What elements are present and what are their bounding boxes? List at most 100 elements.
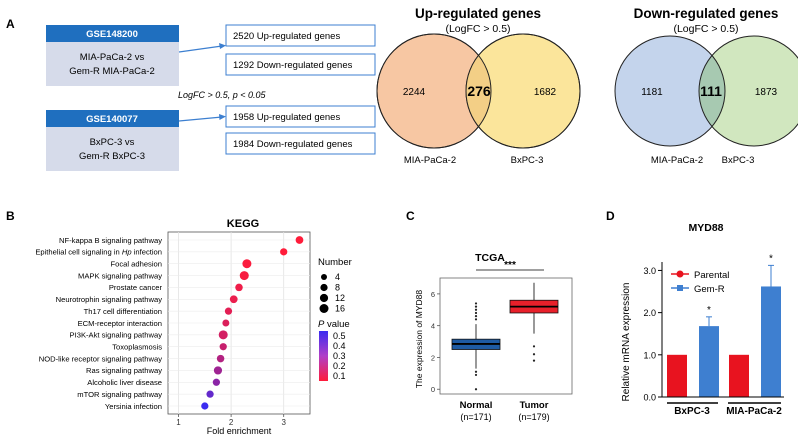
venn-up-right-count: 1682 (534, 87, 557, 98)
kegg-color-bar (319, 331, 328, 381)
venn-down-left-count: 1181 (641, 87, 663, 98)
myd88-legend-gemr-marker (677, 285, 683, 291)
kegg-size-legend-label: 4 (335, 272, 340, 282)
tcga-group-tumor-n: (n=179) (518, 412, 549, 422)
kegg-color-legend-p: P (318, 319, 325, 330)
venn-up-right-label: BxPC-3 (511, 155, 544, 166)
dataset-1-id: GSE148200 (86, 29, 138, 40)
venn-down-right-outline (698, 35, 798, 147)
tcga-outlier (532, 353, 536, 356)
panel-label-c: C (406, 209, 415, 223)
dataset-1-comparison-line2: Gem-R MIA-PaCa-2 (69, 66, 155, 77)
kegg-pathway-label: Neurotrophin signaling pathway (56, 295, 163, 304)
kegg-dot (216, 354, 225, 363)
myd88-significance: * (707, 305, 711, 316)
dataset-2-header (46, 110, 179, 127)
kegg-dot (295, 236, 304, 244)
tcga-outlier (474, 318, 478, 321)
venn-down-overlap (699, 55, 725, 127)
dataset-1-comparison-line1: MIA-PaCa-2 vs (80, 52, 145, 63)
myd88-y-axis: 0.0 1.0 2.0 3.0 (643, 262, 663, 403)
kegg-x-tick-label: 2 (229, 418, 234, 427)
venn-down-right-count: 1873 (755, 87, 778, 98)
venn-down-subtitle: (LogFC > 0.5) (673, 23, 738, 35)
myd88-legend-parental: Parental (694, 270, 729, 281)
dataset-1-arrowhead (219, 43, 226, 49)
kegg-color-legend-label: 0.5 (333, 331, 346, 341)
venn-up-right-outline (465, 33, 581, 149)
kegg-size-legend-label: 12 (335, 293, 345, 303)
dataset-2-arrow (178, 116, 223, 122)
kegg-pathway-label: PI3K-Akt signaling pathway (70, 331, 163, 340)
dataset-1-arrow (178, 45, 223, 53)
dataset-2-down: 1984 Down-regulated genes (233, 139, 353, 150)
myd88-category-bxpc3: BxPC-3 (674, 406, 710, 417)
kegg-dot (212, 378, 221, 386)
venn-down-right-label: BxPC-3 (722, 155, 755, 166)
kegg-x-tick-label: 1 (176, 418, 181, 427)
dataset-2-comparison-line2: Gem-R BxPC-3 (79, 151, 145, 162)
tcga-title: TCGA (475, 252, 505, 264)
kegg-dot (222, 319, 230, 327)
kegg-title: KEGG (227, 218, 259, 230)
tcga-outlier (532, 359, 536, 362)
kegg-dot (280, 248, 288, 256)
myd88-y-tick-label: 3.0 (643, 266, 656, 276)
dataset-1-down-box (225, 53, 376, 76)
venn-down-overlap-count: 111 (700, 83, 722, 99)
tcga-boxes (451, 282, 559, 391)
threshold-text: LogFC > 0.5, p < 0.05 (178, 90, 267, 100)
venn-down-title: Down-regulated genes (634, 6, 779, 21)
tcga-outlier (474, 315, 478, 318)
myd88-legend-gemr: Gem-R (694, 284, 725, 295)
myd88-significance: * (769, 253, 773, 264)
myd88-category-miapaca2: MIA-PaCa-2 (726, 406, 782, 417)
tcga-outlier (474, 311, 478, 315)
kegg-dot (242, 259, 252, 269)
tcga-outlier (474, 370, 478, 373)
dataset-2-up: 1958 Up-regulated genes (233, 112, 340, 123)
kegg-color-legend-label: 0.1 (333, 371, 346, 381)
kegg-pathway-label: mTOR signaling pathway (77, 390, 162, 399)
kegg-pathway-label: NF-kappa B signaling pathway (59, 236, 162, 245)
myd88-bar-parental (729, 354, 749, 397)
kegg-pathway-label: Ras signaling pathway (86, 366, 162, 375)
kegg-size-legend-dot (321, 274, 327, 280)
panel-label-d: D (606, 209, 615, 223)
tcga-y-label: The expression of MYD88 (414, 290, 424, 389)
tcga-y-tick-label: 0 (431, 385, 435, 394)
venn-up-overlap (465, 55, 492, 127)
myd88-bar-gemr (761, 286, 781, 397)
kegg-color-legend-rest: value (324, 319, 349, 330)
tcga-y-axis: 0 2 4 6 (431, 290, 440, 394)
myd88-bar-parental (667, 354, 687, 397)
kegg-dot (201, 402, 209, 410)
myd88-y-tick-label: 1.0 (643, 350, 656, 360)
kegg-dot (206, 390, 214, 398)
kegg-dot (219, 343, 227, 351)
myd88-y-label: Relative mRNA expression (621, 283, 632, 402)
dataset-2-id: GSE140077 (86, 114, 138, 125)
tcga-plot-area (439, 277, 573, 395)
dataset-2-comparison-line1: BxPC-3 vs (90, 137, 135, 148)
kegg-size-legend-dot (320, 283, 328, 292)
kegg-color-legend-ticks: 0.50.40.30.20.1 (333, 331, 346, 381)
kegg-dot (218, 330, 228, 340)
venn-up-left-label: MIA-PaCa-2 (404, 155, 456, 166)
venn-down-right-circle (699, 36, 798, 146)
panel-label-a: A (6, 17, 15, 31)
kegg-pathway-label: NOD-like receptor signaling pathway (39, 354, 162, 363)
kegg-pathway-label: Th17 cell differentiation (84, 307, 162, 316)
venn-up-left-count: 2244 (403, 87, 426, 98)
kegg-pathway-label: ECM-receptor interaction (78, 319, 162, 328)
tcga-outlier (474, 308, 478, 311)
kegg-pathway-labels: NF-kappa B signaling pathway Epithelial c… (35, 236, 162, 411)
tcga-y-tick-label: 4 (431, 322, 435, 331)
tcga-outlier (474, 302, 478, 305)
myd88-title: MYD88 (688, 222, 723, 234)
tcga-y-tick-label: 6 (431, 290, 435, 299)
tcga-y-tick-label: 2 (431, 353, 435, 362)
kegg-dot (224, 307, 233, 315)
